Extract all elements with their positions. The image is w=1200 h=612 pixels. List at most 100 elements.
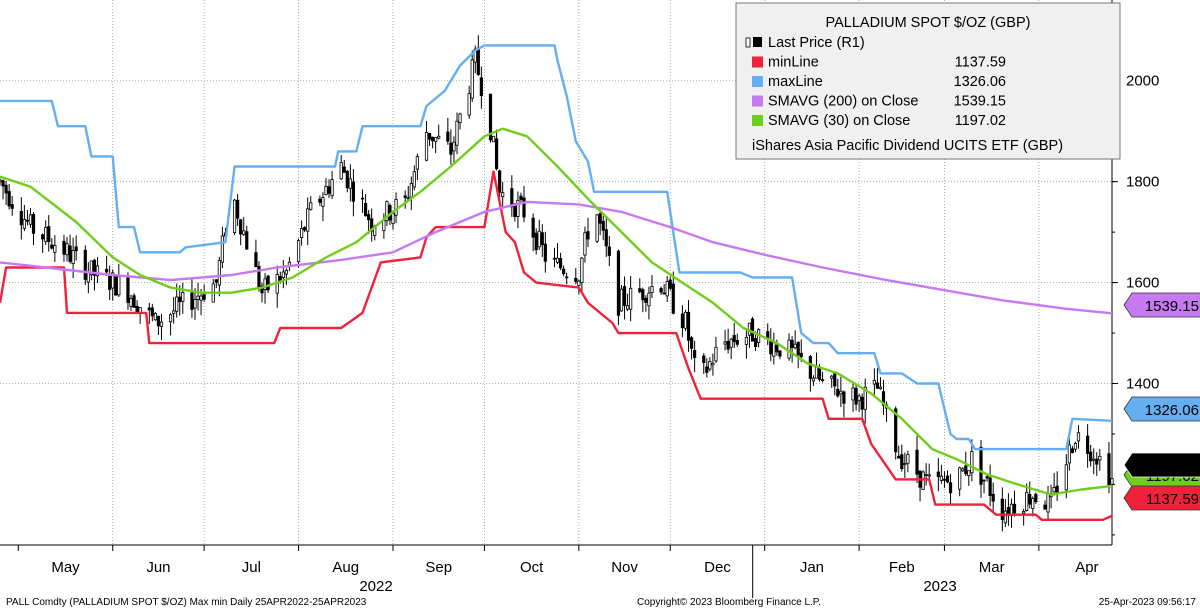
candle-body [629,287,633,310]
value-badge-label: 1209.13 [1145,458,1199,475]
candle-body [839,390,843,395]
candle-body [360,197,365,200]
candle-body [199,295,203,301]
candle-body [820,379,825,381]
candle-body [808,356,812,379]
x-tick-label: May [51,559,80,576]
candle-body [1098,455,1102,461]
candle-body [470,59,474,99]
candle-body [309,202,313,210]
candle-body [263,278,267,290]
candle-body [836,388,840,397]
candle-body [434,137,438,142]
legend-label: SMAVG (200) on Close [768,94,918,110]
candle-body [65,243,69,256]
candle-body [671,283,675,314]
value-badge-label: 1137.59 [1146,491,1199,508]
candle-body [111,272,115,289]
candle-body [1107,453,1111,488]
candle-body [202,294,206,300]
candle-body [74,246,78,252]
candle-body [306,208,310,232]
candle-body [324,185,328,196]
legend-swatch [745,37,751,48]
candle-body [181,292,185,302]
legend-value: 1197.02 [955,113,1006,129]
x-tick-label: Jul [242,559,261,576]
candle-body [583,232,587,256]
candle-body [772,342,776,357]
candle-body [31,214,36,234]
candle-body [117,276,121,296]
candle-body [47,226,51,243]
candle-body [793,343,797,349]
candle-body [735,340,739,345]
candle-body [138,307,142,313]
footer-timestamp: 25-Apr-2023 09:56:17 [1098,597,1196,608]
candle-body [150,307,154,317]
candle-body [686,311,691,341]
x-tick-label: Feb [889,559,915,576]
candle-body [607,246,611,256]
candle-body [863,386,867,410]
value-badge [1123,452,1200,478]
indicator-lines [0,44,1113,521]
candle-body [1031,498,1035,509]
legend-box [735,2,1121,160]
candle-body [159,321,164,327]
candle-body [44,227,48,242]
candle-body [1025,491,1029,511]
footer-copyright: Copyright© 2023 Bloomberg Finance L.P. [637,597,821,608]
legend-value: 1539.15 [954,94,1006,110]
candle-body [156,315,161,327]
candle-body [586,231,590,240]
legend-swatch [752,56,763,68]
legend-label: minLine [768,55,819,71]
candle-body [501,192,505,198]
candle-body [897,455,901,459]
candle-body [729,338,733,348]
candle-body [1052,487,1056,493]
candle-body [647,292,651,307]
legend-label: maxLine [768,74,823,90]
candle-body [714,346,718,362]
candle-body [455,120,459,146]
legend-value: 1326.06 [954,74,1006,90]
candle-body [10,204,14,209]
candle-body [799,352,803,358]
candle-body [577,280,581,286]
candle-body [665,281,669,297]
x-tick-label: Dec [704,559,731,576]
candle-body [1095,458,1099,465]
candle-body [948,482,953,494]
candle-body [638,288,642,293]
candle-body [875,382,880,389]
candle-body [126,276,130,303]
candle-body [41,234,45,240]
candle-body [105,268,109,273]
x-tick-label: Nov [611,559,638,576]
candle-body [22,219,26,229]
candle-body [260,285,264,294]
legend-swatch [752,95,763,107]
candle-body [659,288,663,293]
candle-body [175,296,179,312]
candle-body [242,230,246,235]
candle-body [595,214,599,242]
candle-body [894,408,898,453]
candle-body [7,191,11,207]
candle-body [562,268,566,275]
candle-body [927,474,931,477]
candle-body [961,468,965,472]
candle-body [50,244,54,249]
candle-body [860,396,864,410]
candle-body [662,292,666,295]
chart-subtitle: iShares Asia Pacific Dividend UCITS ETF … [752,138,1063,154]
candle-body [196,295,200,300]
candle-body [190,292,194,310]
candle-body [1022,511,1026,514]
candle-body [558,258,563,269]
x-tick-label: Jan [800,559,824,576]
candle-body [220,235,224,263]
candle-body [985,476,989,479]
